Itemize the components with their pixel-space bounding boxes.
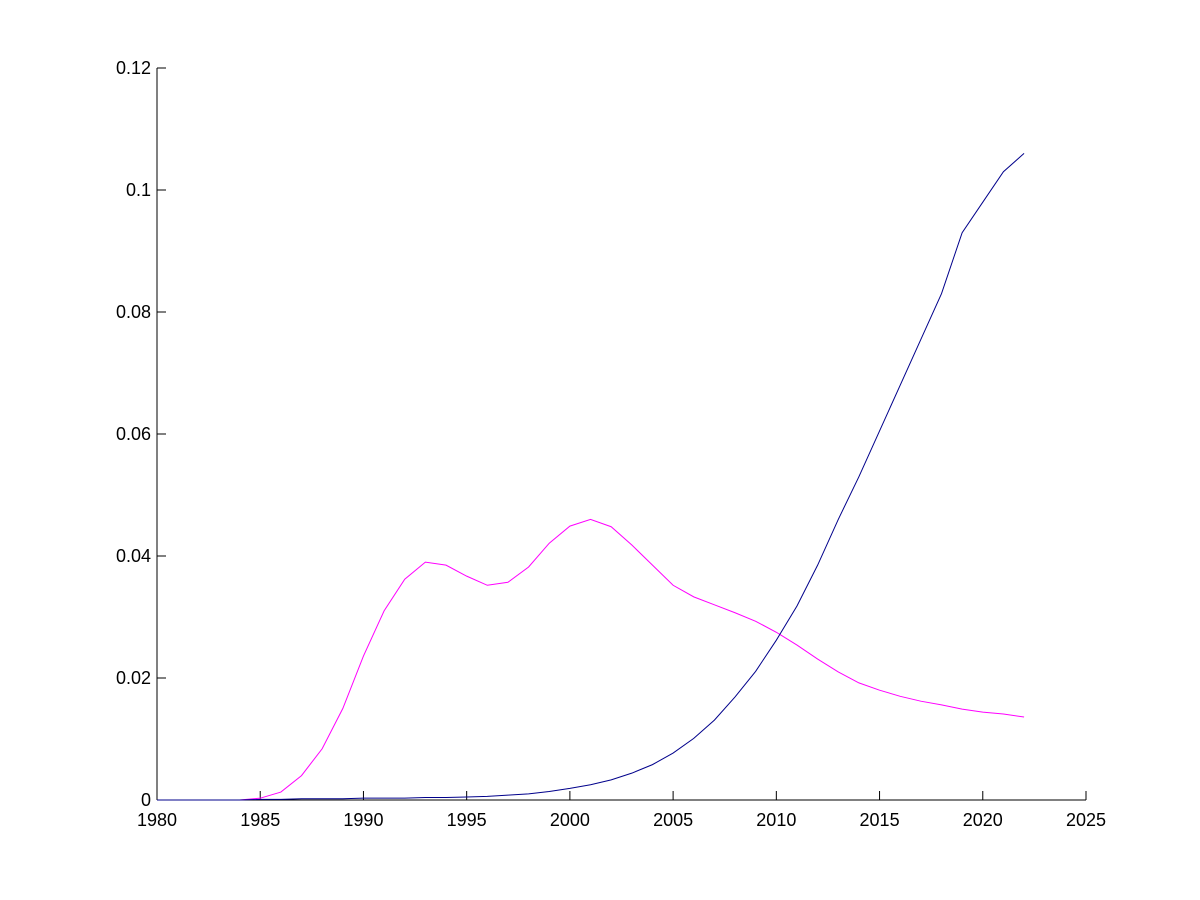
y-tick-label: 0.02	[116, 668, 151, 688]
x-tick-label: 1980	[137, 810, 177, 830]
x-tick-label: 2025	[1066, 810, 1106, 830]
x-tick-label: 2020	[963, 810, 1003, 830]
y-tick-label: 0.12	[116, 58, 151, 78]
y-tick-label: 0.1	[126, 180, 151, 200]
x-tick-label: 1985	[240, 810, 280, 830]
line	[157, 153, 1025, 801]
y-tick-label: 0.08	[116, 302, 151, 322]
y-tick-label: 0.04	[116, 546, 151, 566]
x-tick-label: 2010	[756, 810, 796, 830]
y-tick-label: 0	[141, 790, 151, 810]
x-tick-label: 1990	[343, 810, 383, 830]
x-tick-label: 2005	[653, 810, 693, 830]
line	[157, 518, 1025, 801]
y-tick-label: 0.06	[116, 424, 151, 444]
x-tick-label: 1995	[447, 810, 487, 830]
x-tick-label: 2000	[550, 810, 590, 830]
x-tick-label: 2015	[860, 810, 900, 830]
